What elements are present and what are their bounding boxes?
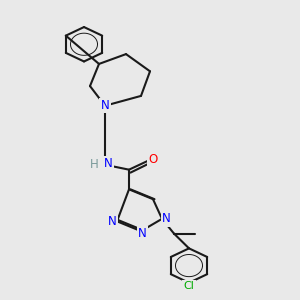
Text: N: N (100, 99, 109, 112)
Text: N: N (138, 227, 147, 240)
Text: O: O (148, 153, 158, 166)
Text: N: N (103, 157, 112, 170)
Text: Cl: Cl (184, 281, 194, 292)
Text: N: N (162, 212, 171, 225)
Text: H: H (90, 158, 99, 171)
Text: N: N (108, 215, 117, 228)
